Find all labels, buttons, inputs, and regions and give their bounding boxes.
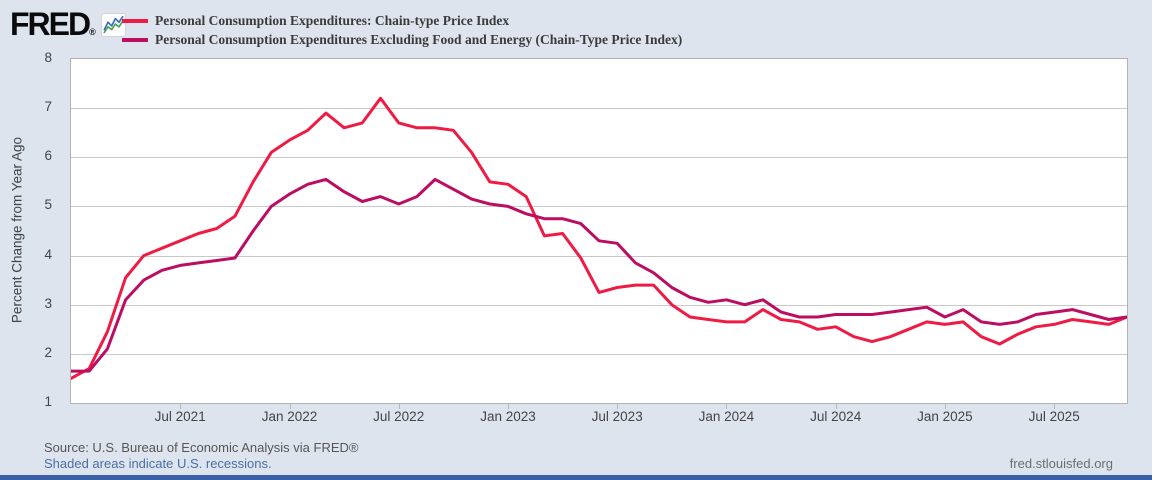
gridline (71, 157, 1127, 159)
source-note: Source: U.S. Bureau of Economic Analysis… (44, 440, 359, 455)
x-tick-label: Jan 2022 (261, 409, 318, 424)
pce-line-swatch (122, 18, 148, 23)
registered-trademark: ® (89, 27, 96, 37)
legend: Personal Consumption Expenditures: Chain… (122, 11, 682, 49)
gridline (71, 304, 1127, 306)
x-tick-label: Jul 2025 (1028, 409, 1080, 424)
gridline (71, 206, 1127, 208)
pce-line (71, 96, 1127, 380)
legend-item-core-pce: Personal Consumption Expenditures Exclud… (122, 30, 682, 49)
x-tick-mark (1054, 404, 1056, 409)
bottom-bar (0, 475, 1152, 480)
legend-item-pce: Personal Consumption Expenditures: Chain… (122, 11, 682, 30)
fred-logo-text: FRED (10, 6, 91, 42)
gridline (71, 108, 1127, 110)
y-tick-label: 1 (44, 394, 52, 409)
x-tick-label: Jul 2021 (154, 409, 206, 424)
x-tick-mark (398, 404, 400, 409)
y-tick-label: 8 (44, 50, 52, 65)
y-tick-label: 4 (44, 246, 52, 262)
x-tick-label: Jan 2023 (480, 409, 536, 424)
x-tick-mark (944, 404, 946, 409)
core-pce-line (71, 177, 1127, 373)
x-tick-mark (289, 404, 291, 409)
x-tick-label: Jul 2023 (591, 409, 643, 424)
x-tick-mark (617, 404, 619, 409)
recessions-link[interactable]: Shaded areas indicate U.S. recessions. (44, 456, 272, 471)
fred-sparkline-icon (101, 13, 126, 37)
y-tick-label: 2 (44, 344, 52, 360)
sparkline-green-path (103, 20, 124, 34)
y-tick-label: 6 (44, 148, 52, 164)
x-tick-label: Jul 2022 (373, 409, 425, 424)
chart-lines (71, 96, 1127, 380)
y-tick-label: 5 (44, 197, 52, 213)
gridline (71, 255, 1127, 257)
fred-logo: FRED® (10, 6, 96, 47)
x-tick-mark (726, 404, 728, 409)
plot-area[interactable] (70, 58, 1128, 404)
x-tick-mark (508, 404, 509, 409)
sparkline-blue-path (103, 15, 124, 31)
x-tick-mark (835, 404, 837, 409)
plot-inner (71, 59, 1127, 403)
x-tick-mark (180, 404, 182, 409)
y-tick-label: 7 (44, 99, 52, 115)
pce-legend-label: Personal Consumption Expenditures: Chain… (155, 12, 510, 28)
x-tick-label: Jan 2024 (698, 409, 755, 424)
site-url: fred.stlouisfed.org (1009, 456, 1113, 471)
gridline (71, 353, 1127, 355)
core-pce-line-swatch (122, 37, 148, 42)
core-pce-legend-label: Personal Consumption Expenditures Exclud… (155, 31, 683, 47)
y-tick-label: 3 (44, 295, 52, 311)
x-tick-label: Jul 2024 (810, 409, 862, 424)
x-tick-label: Jan 2025 (917, 409, 973, 424)
